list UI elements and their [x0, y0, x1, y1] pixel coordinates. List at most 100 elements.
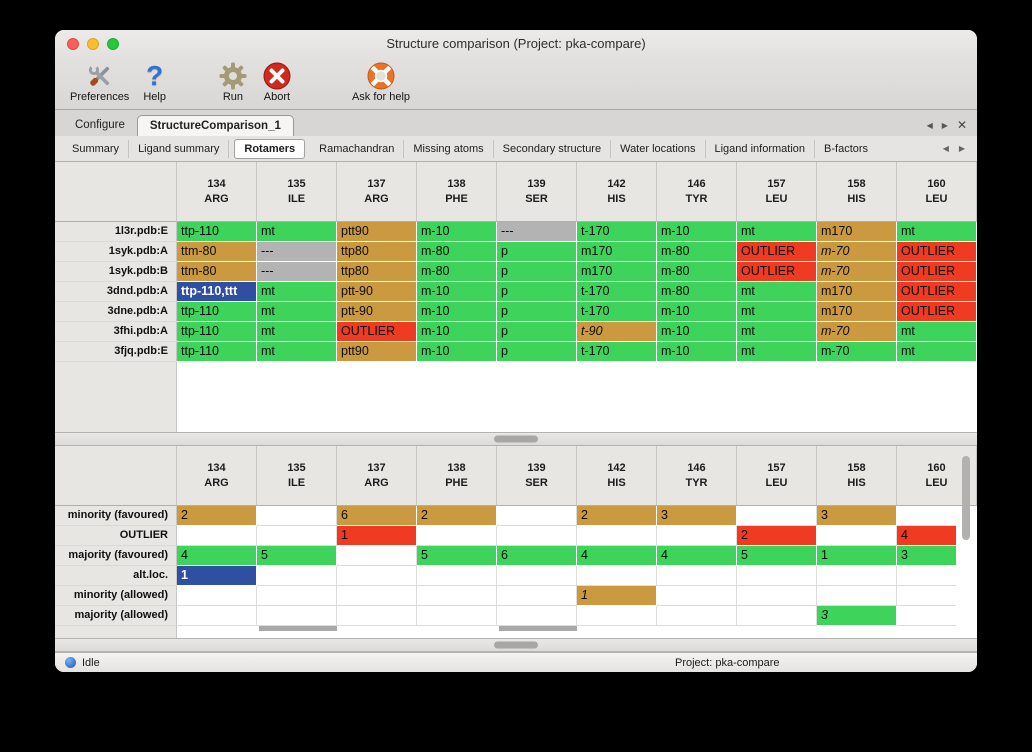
help-button[interactable]: ? Help [136, 59, 173, 104]
subtab-next-icon[interactable]: ▶ [958, 144, 965, 153]
rotamer-cell[interactable] [577, 526, 657, 546]
subtab-rotamers[interactable]: Rotamers [234, 138, 306, 159]
ask-for-help-button[interactable]: Ask for help [345, 59, 417, 104]
rotamer-cell[interactable]: ptt-90 [337, 302, 417, 322]
rotamer-cell[interactable] [497, 586, 577, 606]
rotamer-cell[interactable]: mt [897, 222, 977, 242]
rotamer-cell[interactable] [817, 526, 897, 546]
rotamer-cell[interactable]: 5 [417, 546, 497, 566]
column-header[interactable]: 146 TYR [657, 162, 737, 222]
rotamer-cell[interactable]: mt [257, 302, 337, 322]
rotamer-cell[interactable]: mt [897, 322, 977, 342]
rotamer-cell[interactable]: m170 [577, 242, 657, 262]
rotamer-cell[interactable] [177, 526, 257, 546]
rotamer-cell[interactable]: 2 [737, 526, 817, 546]
rotamer-cell[interactable]: OUTLIER [737, 262, 817, 282]
rotamer-cell[interactable]: m-80 [657, 242, 737, 262]
rotamer-cell[interactable]: OUTLIER [897, 242, 977, 262]
rotamer-cell[interactable]: m170 [817, 282, 897, 302]
rotamer-cell[interactable]: --- [257, 242, 337, 262]
abort-button[interactable]: Abort [255, 59, 299, 104]
rotamer-cell[interactable] [257, 526, 337, 546]
rotamer-cell[interactable] [737, 606, 817, 626]
rotamer-cell[interactable]: ptt90 [337, 342, 417, 362]
rotamer-cell[interactable]: mt [737, 302, 817, 322]
rotamer-cell[interactable]: 2 [417, 506, 497, 526]
rotamer-cell[interactable]: 2 [577, 506, 657, 526]
minimize-button[interactable] [87, 38, 99, 50]
structure-row-label[interactable]: 3dne.pdb:A [55, 302, 177, 322]
rotamer-cell[interactable] [257, 606, 337, 626]
subtab-water-locations[interactable]: Water locations [611, 139, 706, 158]
rotamer-cell[interactable]: m-80 [657, 282, 737, 302]
rotamer-cell[interactable]: t-170 [577, 302, 657, 322]
rotamer-cell[interactable]: m-10 [417, 222, 497, 242]
rotamer-cell[interactable]: m-70 [817, 322, 897, 342]
column-header[interactable]: 139 SER [497, 162, 577, 222]
rotamer-cell[interactable] [657, 606, 737, 626]
rotamer-cell[interactable]: ptt-90 [337, 282, 417, 302]
rotamer-cell[interactable]: 6 [497, 546, 577, 566]
rotamer-cell[interactable]: --- [497, 222, 577, 242]
tab-prev-icon[interactable]: ◀ [926, 120, 933, 130]
rotamer-cell[interactable] [657, 586, 737, 606]
rotamer-cell[interactable] [497, 506, 577, 526]
summary-row-label[interactable]: alt.loc. [55, 566, 177, 586]
rotamer-cell[interactable]: 5 [737, 546, 817, 566]
rotamer-cell[interactable]: OUTLIER [897, 262, 977, 282]
rotamer-cell[interactable]: 2 [177, 506, 257, 526]
rotamer-cell[interactable]: mt [737, 282, 817, 302]
rotamer-cell[interactable]: t-170 [577, 222, 657, 242]
rotamer-cell[interactable] [657, 566, 737, 586]
rotamer-cell[interactable]: mt [257, 222, 337, 242]
rotamer-cell[interactable] [497, 566, 577, 586]
rotamer-cell[interactable]: m-80 [417, 242, 497, 262]
tab-close-icon[interactable]: ✕ [956, 118, 967, 132]
rotamer-cell[interactable] [417, 606, 497, 626]
rotamer-cell[interactable]: m170 [577, 262, 657, 282]
rotamer-cell[interactable] [497, 526, 577, 546]
close-button[interactable] [67, 38, 79, 50]
rotamer-cell[interactable]: ttm-80 [177, 262, 257, 282]
rotamer-cell[interactable] [257, 586, 337, 606]
rotamer-cell[interactable]: ttp-110 [177, 222, 257, 242]
summary-row-label[interactable]: majority (allowed) [55, 606, 177, 626]
column-header[interactable]: 157 LEU [737, 446, 817, 506]
column-header[interactable]: 135 ILE [257, 162, 337, 222]
rotamer-cell[interactable]: m170 [817, 302, 897, 322]
subtab-ligand-information[interactable]: Ligand information [706, 139, 816, 158]
rotamer-cell[interactable]: mt [897, 342, 977, 362]
rotamer-cell[interactable]: 6 [337, 506, 417, 526]
tab-configure[interactable]: Configure [75, 119, 125, 131]
rotamer-cell[interactable] [337, 606, 417, 626]
rotamer-cell[interactable]: OUTLIER [737, 242, 817, 262]
rotamer-cell[interactable] [417, 566, 497, 586]
rotamer-cell[interactable]: p [497, 342, 577, 362]
subtab-ramachandran[interactable]: Ramachandran [310, 139, 405, 158]
column-header[interactable]: 137 ARG [337, 162, 417, 222]
vertical-scrollbar-thumb[interactable] [962, 456, 970, 540]
rotamer-cell[interactable]: 5 [257, 546, 337, 566]
summary-row-label[interactable]: OUTLIER [55, 526, 177, 546]
structure-row-label[interactable]: 3fjq.pdb:E [55, 342, 177, 362]
rotamer-cell[interactable]: ttp80 [337, 262, 417, 282]
column-header[interactable]: 142 HIS [577, 162, 657, 222]
column-header[interactable]: 135 ILE [257, 446, 337, 506]
rotamer-cell[interactable] [337, 566, 417, 586]
rotamer-cell[interactable]: p [497, 262, 577, 282]
rotamer-cell[interactable]: mt [737, 322, 817, 342]
rotamer-cell[interactable]: p [497, 302, 577, 322]
rotamer-cell[interactable]: 1 [177, 566, 257, 586]
rotamer-cell[interactable]: ttm-80 [177, 242, 257, 262]
splitter-handle[interactable] [55, 638, 977, 652]
summary-row-label[interactable]: minority (allowed) [55, 586, 177, 606]
structure-row-label[interactable]: 1syk.pdb:B [55, 262, 177, 282]
rotamer-cell[interactable] [737, 506, 817, 526]
summary-row-label[interactable]: minority (favoured) [55, 506, 177, 526]
rotamer-cell[interactable] [337, 546, 417, 566]
rotamer-cell[interactable] [257, 506, 337, 526]
rotamer-cell[interactable]: mt [257, 282, 337, 302]
rotamer-cell[interactable]: 4 [577, 546, 657, 566]
rotamer-cell[interactable]: m-80 [657, 262, 737, 282]
splitter-grip-icon[interactable] [494, 435, 538, 443]
